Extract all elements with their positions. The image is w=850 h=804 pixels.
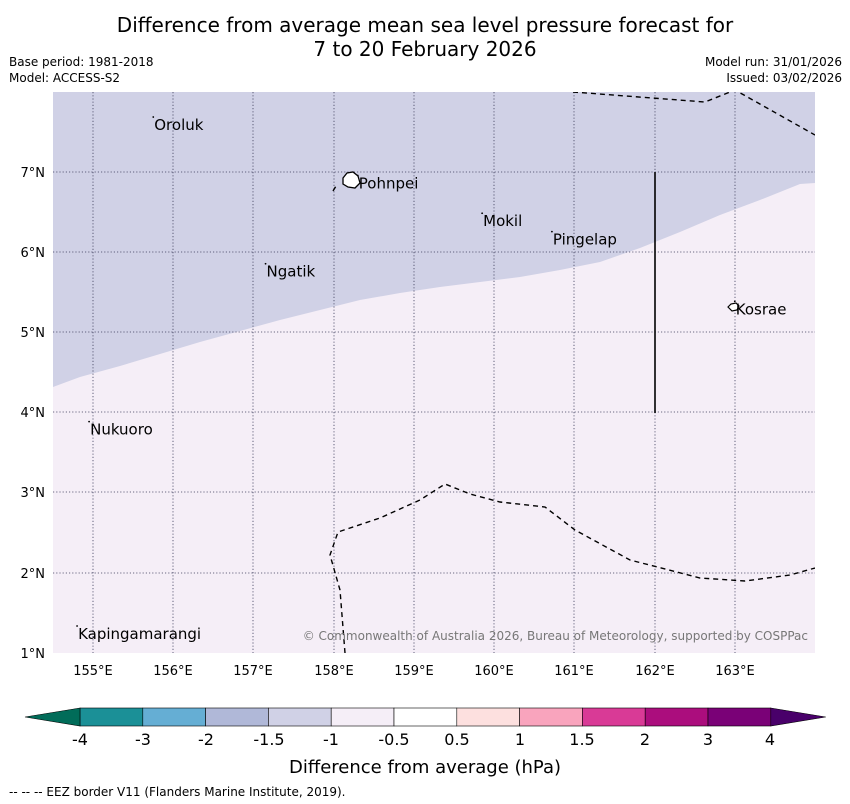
eez-border-north [572, 92, 815, 136]
colorbar-segment [142, 707, 206, 727]
lon-tick-label: 163°E [715, 664, 755, 679]
colorbar-tick-label: 1 [515, 730, 525, 749]
meta-right: Model run: 31/01/2026 Issued: 03/02/2026 [705, 54, 842, 86]
place-marker-mokil [481, 212, 484, 215]
colorbar-tick-label: -2 [198, 730, 214, 749]
colorbar-segment [519, 707, 583, 727]
colorbar-tick-label: 4 [765, 730, 775, 749]
lon-tick-label: 162°E [635, 664, 675, 679]
colorbar-tick-label: 2 [640, 730, 650, 749]
colorbar [24, 707, 826, 727]
colorbar-tick-label: -4 [72, 730, 88, 749]
colorbar-tick-label: -1.5 [253, 730, 284, 749]
colorbar-tick-label: -3 [135, 730, 151, 749]
map-area: Oroluk Pohnpei Mokil Pingelap Ngatik Kosrae Nu… [53, 92, 815, 653]
place-label-oroluk: Oroluk [154, 116, 203, 134]
title-line-2: 7 to 20 February 2026 [313, 37, 537, 61]
lon-tick-label: 160°E [474, 664, 514, 679]
place-marker-oroluk [152, 116, 155, 118]
colorbar-segment [393, 707, 458, 727]
lat-tick-label: 7°N [21, 166, 46, 181]
lon-tick-label: 161°E [554, 664, 594, 679]
colorbar-under-arrow [24, 707, 81, 727]
colorbar-segment [644, 707, 709, 727]
eez-border-south [329, 483, 815, 653]
lon-tick-label: 157°E [233, 664, 273, 679]
base-period: Base period: 1981-2018 [9, 55, 154, 69]
lat-tick-label: 6°N [21, 246, 46, 261]
place-label-pingelap: Pingelap [553, 231, 617, 249]
lat-tick-label: 1°N [21, 647, 46, 662]
colorbar-tick-labels: -4 -3 -2 -1.5 -1 -0.5 0.5 1 1.5 2 3 4 [72, 730, 775, 749]
kosrae-island-shape [727, 302, 740, 312]
place-label-kapingamarangi: Kapingamarangi [78, 625, 201, 643]
colorbar-segment [707, 707, 772, 727]
chart-title: Difference from average mean sea level p… [0, 13, 850, 61]
colorbar-segment [456, 707, 520, 727]
model-name: Model: ACCESS-S2 [9, 71, 121, 85]
place-marker-kosrae [733, 300, 736, 303]
place-label-pohnpei: Pohnpei [359, 175, 419, 193]
colorbar-label: Difference from average (hPa) [289, 757, 561, 778]
lat-tick-label: 3°N [21, 486, 46, 501]
eez-footnote: -- -- -- EEZ border V11 (Flanders Marine… [9, 785, 346, 799]
colorbar-tick-label: -1 [323, 730, 339, 749]
place-label-nukuoro: Nukuoro [90, 421, 153, 439]
axis-ticks: 155°E 156°E 157°E 158°E 159°E 160°E 161°… [21, 166, 755, 679]
colorbar-tick-label: 0.5 [444, 730, 469, 749]
meta-left: Base period: 1981-2018 Model: ACCESS-S2 [9, 54, 154, 86]
anomaly-region-north [53, 92, 815, 387]
lon-tick-label: 155°E [73, 664, 113, 679]
colorbar-segment [79, 707, 144, 727]
title-line-1: Difference from average mean sea level p… [116, 13, 734, 37]
place-label-ngatik: Ngatik [267, 263, 316, 281]
lon-tick-label: 156°E [153, 664, 193, 679]
model-run: Model run: 31/01/2026 [704, 55, 842, 69]
colorbar-segment [582, 707, 646, 727]
place-label-kosrae: Kosrae [736, 300, 787, 318]
eez-borders [329, 92, 815, 653]
place-marker-ngatik [264, 262, 267, 265]
colorbar-over-arrow [770, 707, 826, 727]
lon-tick-label: 158°E [314, 664, 354, 679]
colorbar-segment [268, 707, 332, 727]
place-marker-kapingamarangi [76, 625, 78, 627]
eez-border-fragment [332, 185, 337, 192]
colorbar-tick-label: -0.5 [378, 730, 409, 749]
lat-tick-label: 5°N [21, 326, 46, 341]
place-marker-nukuoro [88, 420, 90, 423]
place-labels: Oroluk Pohnpei Mokil Pingelap Ngatik Kosrae Nu… [76, 116, 786, 643]
lat-tick-label: 2°N [21, 567, 46, 582]
place-label-mokil: Mokil [483, 212, 522, 230]
place-marker-pingelap [551, 230, 553, 233]
issued-date: Issued: 03/02/2026 [726, 71, 842, 85]
colorbar-tick-label: 3 [703, 730, 713, 749]
pohnpei-island-shape [342, 171, 361, 189]
copyright-notice: © Commonwealth of Australia 2026, Bureau… [303, 629, 808, 643]
lat-tick-label: 4°N [21, 406, 46, 421]
colorbar-tick-label: 1.5 [569, 730, 594, 749]
colorbar-segment [330, 707, 395, 727]
lon-tick-label: 159°E [394, 664, 434, 679]
colorbar-segment [205, 707, 269, 727]
place-marker-pohnpei [356, 174, 359, 177]
